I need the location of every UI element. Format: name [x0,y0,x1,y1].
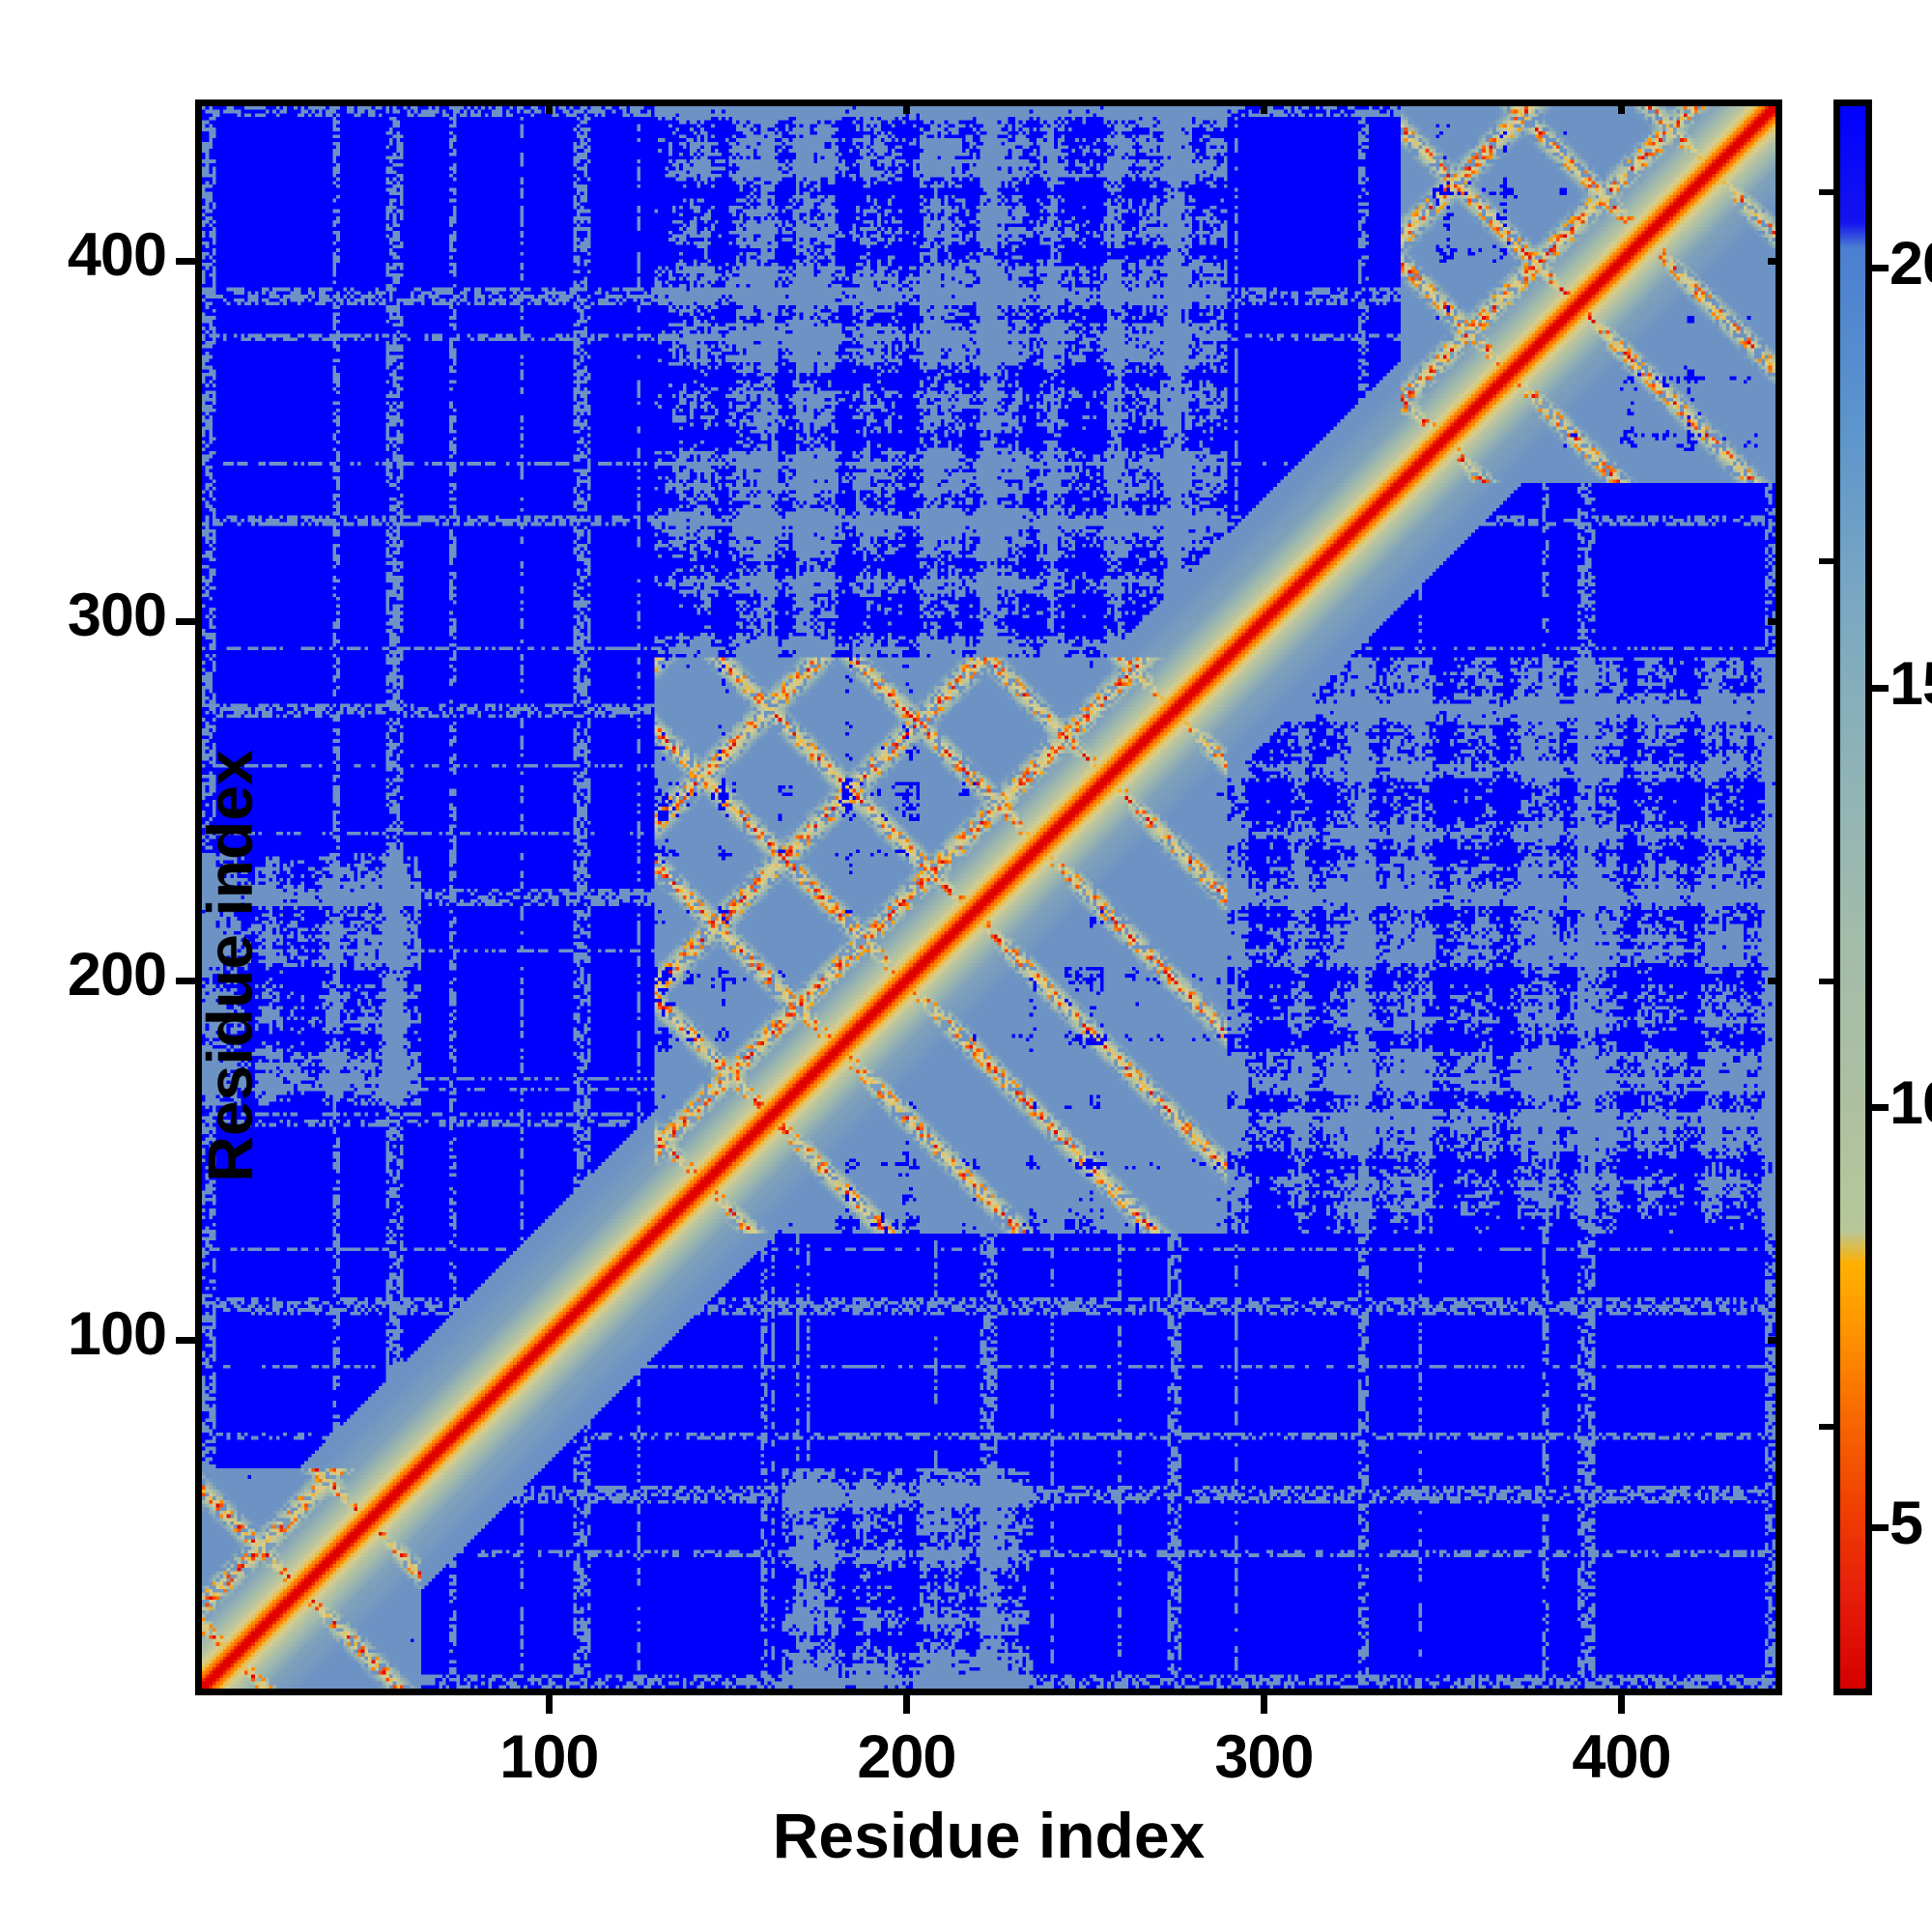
x-axis-tick-label-300: 300 [1214,1723,1314,1791]
y-axis-tick-label-100: 100 [67,1299,167,1368]
x-axis-tick-400 [1618,1694,1626,1714]
colorbar-tick-5 [1872,1524,1889,1532]
colorbar-track [1833,99,1872,1695]
distance-matrix-heatmap [202,106,1776,1689]
y-axis-tick-100 [176,1336,197,1344]
y-axis-tick-label-200: 200 [67,940,167,1009]
x-axis-tick-top-400 [1618,99,1626,114]
x-axis-tick-top-100 [546,99,554,114]
colorbar-tick-label-20: 20 [1889,229,1932,298]
y-axis-tick-right-100 [1768,1336,1782,1344]
colorbar-gradient [1840,106,1865,1689]
x-axis-tick-200 [903,1694,911,1714]
x-axis-tick-100 [546,1694,554,1714]
y-axis-tick-200 [176,977,197,984]
colorbar-tick-label-5: 5 [1889,1490,1923,1558]
y-axis-tick-right-200 [1768,977,1782,984]
x-axis-tick-top-300 [1261,99,1268,114]
y-axis-title: Residue index [193,750,266,1182]
y-axis-tick-300 [176,617,197,625]
x-axis-tick-label-100: 100 [499,1723,599,1791]
x-axis-tick-300 [1261,1694,1268,1714]
y-axis-tick-label-400: 400 [67,221,167,290]
colorbar-minor-tick-0 [1819,1423,1833,1430]
colorbar-tick-20 [1872,264,1889,271]
x-axis-tick-label-400: 400 [1572,1723,1671,1791]
colorbar: 5 10 15 20 [1819,99,1932,1695]
colorbar-minor-tick-3 [1819,188,1833,195]
colorbar-tick-10 [1872,1104,1889,1112]
colorbar-minor-tick-2 [1819,558,1833,565]
x-axis-tick-top-200 [903,99,911,114]
heatmap-plot-area [195,99,1782,1695]
y-axis-tick-right-300 [1768,617,1782,625]
colorbar-tick-label-10: 10 [1889,1069,1932,1138]
x-axis-title: Residue index [772,1800,1206,1871]
colorbar-minor-tick-1 [1819,978,1833,984]
colorbar-tick-15 [1872,684,1889,692]
y-axis-tick-400 [176,258,197,266]
x-axis-tick-label-200: 200 [857,1723,956,1791]
colorbar-tick-label-15: 15 [1889,649,1932,718]
y-axis-tick-label-300: 300 [67,581,167,649]
y-axis-tick-right-400 [1768,258,1782,266]
